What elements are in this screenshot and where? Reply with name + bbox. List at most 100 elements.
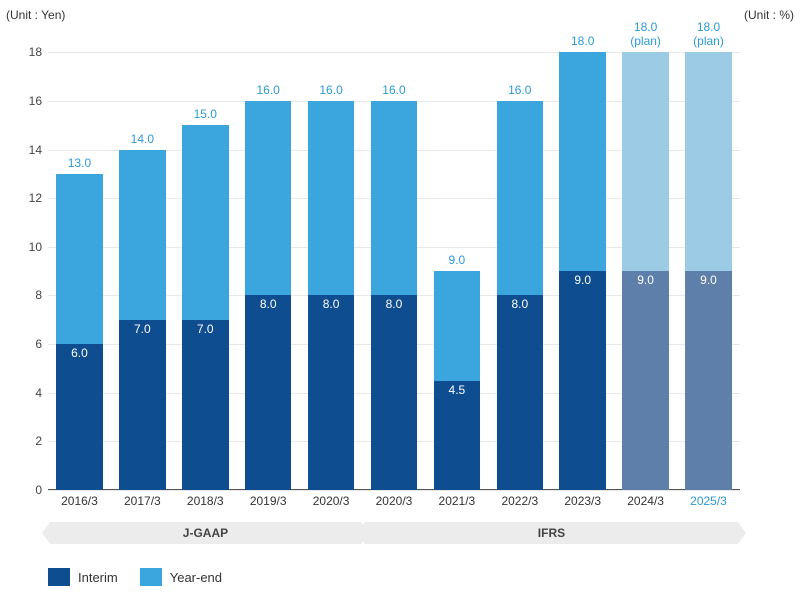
x-tick: 2023/3 — [551, 494, 614, 514]
bar-slot: 9.0 18.0 — [551, 28, 614, 490]
bar-slot: 7.0 15.0 — [174, 28, 237, 490]
x-tick: 2018/3 — [174, 494, 237, 514]
bars: 6.0 13.0 7.0 14.0 7.0 15.0 8.0 16.0 8.0 16.0 8.0 16… — [48, 28, 740, 490]
bar: 6.0 13.0 — [56, 28, 103, 490]
bar-slot: 9.018.0(plan) — [614, 28, 677, 490]
bar-segment-interim — [308, 295, 355, 490]
interim-value-label: 8.0 — [511, 297, 528, 311]
x-tick: 2025/3 — [677, 494, 740, 514]
bar: 8.0 16.0 — [245, 28, 292, 490]
legend-swatch — [140, 568, 162, 586]
y-tick: 12 — [29, 191, 42, 205]
y-tick: 0 — [35, 483, 42, 497]
bar: 7.0 14.0 — [119, 28, 166, 490]
bar: 4.5 9.0 — [434, 28, 481, 490]
bar-segment-yearend — [685, 52, 732, 271]
y-tick: 4 — [35, 386, 42, 400]
bar: 7.0 15.0 — [182, 28, 229, 490]
bar-segment-yearend — [56, 174, 103, 344]
bar-segment-yearend — [622, 52, 669, 271]
bar: 9.0 18.0 — [559, 28, 606, 490]
y-axis-unit-left: (Unit : Yen) — [6, 8, 65, 22]
x-tick: 2024/3 — [614, 494, 677, 514]
bar-segment-yearend — [371, 101, 418, 296]
interim-value-label: 9.0 — [700, 273, 717, 287]
bar-slot: 8.0 16.0 — [300, 28, 363, 490]
x-tick: 2020/3 — [300, 494, 363, 514]
bar-segment-interim — [56, 344, 103, 490]
y-tick: 2 — [35, 434, 42, 448]
interim-value-label: 6.0 — [71, 346, 88, 360]
total-value-label: 18.0(plan) — [630, 21, 661, 49]
bar-segment-interim — [434, 381, 481, 490]
total-value-label: 18.0 — [571, 34, 594, 48]
y-tick: 14 — [29, 143, 42, 157]
bar-slot: 8.0 16.0 — [488, 28, 551, 490]
bar: 8.0 16.0 — [308, 28, 355, 490]
x-tick: 2017/3 — [111, 494, 174, 514]
bar-segment-yearend — [182, 125, 229, 320]
y-tick: 8 — [35, 288, 42, 302]
x-tick: 2022/3 — [488, 494, 551, 514]
bar-slot: 9.018.0(plan) — [677, 28, 740, 490]
interim-value-label: 9.0 — [637, 273, 654, 287]
total-value-label: 18.0(plan) — [693, 21, 724, 49]
bar-segment-interim — [685, 271, 732, 490]
bar-segment-interim — [497, 295, 544, 490]
legend-item: Interim — [48, 568, 118, 586]
y-tick: 6 — [35, 337, 42, 351]
interim-value-label: 7.0 — [197, 322, 214, 336]
bar-segment-interim — [119, 320, 166, 490]
bar-segment-yearend — [434, 271, 481, 380]
total-value-label: 15.0 — [194, 107, 217, 121]
bar-segment-yearend — [119, 150, 166, 320]
bar-segment-interim — [182, 320, 229, 490]
total-value-label: 16.0 — [508, 83, 531, 97]
bar: 8.0 16.0 — [371, 28, 418, 490]
x-tick: 2019/3 — [237, 494, 300, 514]
y-axis-unit-right: (Unit : %) — [744, 8, 794, 22]
x-tick: 2021/3 — [425, 494, 488, 514]
y-tick: 16 — [29, 94, 42, 108]
legend-label: Year-end — [170, 570, 222, 585]
x-tick: 2016/3 — [48, 494, 111, 514]
legend-item: Year-end — [140, 568, 222, 586]
x-tick: 2020/3 — [363, 494, 426, 514]
interim-value-label: 4.5 — [449, 383, 466, 397]
total-value-label: 14.0 — [131, 132, 154, 146]
group-band: J-GAAP — [50, 522, 361, 544]
bar-slot: 7.0 14.0 — [111, 28, 174, 490]
total-value-label: 16.0 — [382, 83, 405, 97]
bar: 8.0 16.0 — [497, 28, 544, 490]
bar-slot: 8.0 16.0 — [237, 28, 300, 490]
bar-slot: 4.5 9.0 — [425, 28, 488, 490]
x-axis: 2016/32017/32018/32019/32020/32020/32021… — [48, 494, 740, 514]
bar-segment-interim — [371, 295, 418, 490]
y-tick: 18 — [29, 45, 42, 59]
interim-value-label: 7.0 — [134, 322, 151, 336]
bar-slot: 6.0 13.0 — [48, 28, 111, 490]
bar-segment-yearend — [245, 101, 292, 296]
bar-slot: 8.0 16.0 — [363, 28, 426, 490]
bar: 9.018.0(plan) — [685, 28, 732, 490]
total-value-label: 13.0 — [68, 156, 91, 170]
interim-value-label: 9.0 — [574, 273, 591, 287]
interim-value-label: 8.0 — [260, 297, 277, 311]
legend-swatch — [48, 568, 70, 586]
total-value-label: 9.0 — [449, 253, 466, 267]
group-band: IFRS — [365, 522, 738, 544]
bar-segment-yearend — [497, 101, 544, 296]
interim-value-label: 8.0 — [386, 297, 403, 311]
bar-segment-interim — [559, 271, 606, 490]
total-value-label: 16.0 — [256, 83, 279, 97]
bar-segment-yearend — [308, 101, 355, 296]
legend-label: Interim — [78, 570, 118, 585]
legend: Interim Year-end — [48, 568, 222, 586]
dividend-chart: (Unit : Yen) (Unit : %) 0246810121416186… — [0, 0, 800, 600]
total-value-label: 16.0 — [319, 83, 342, 97]
bar: 9.018.0(plan) — [622, 28, 669, 490]
interim-value-label: 8.0 — [323, 297, 340, 311]
bar-segment-interim — [622, 271, 669, 490]
bar-segment-interim — [245, 295, 292, 490]
bar-segment-yearend — [559, 52, 606, 271]
